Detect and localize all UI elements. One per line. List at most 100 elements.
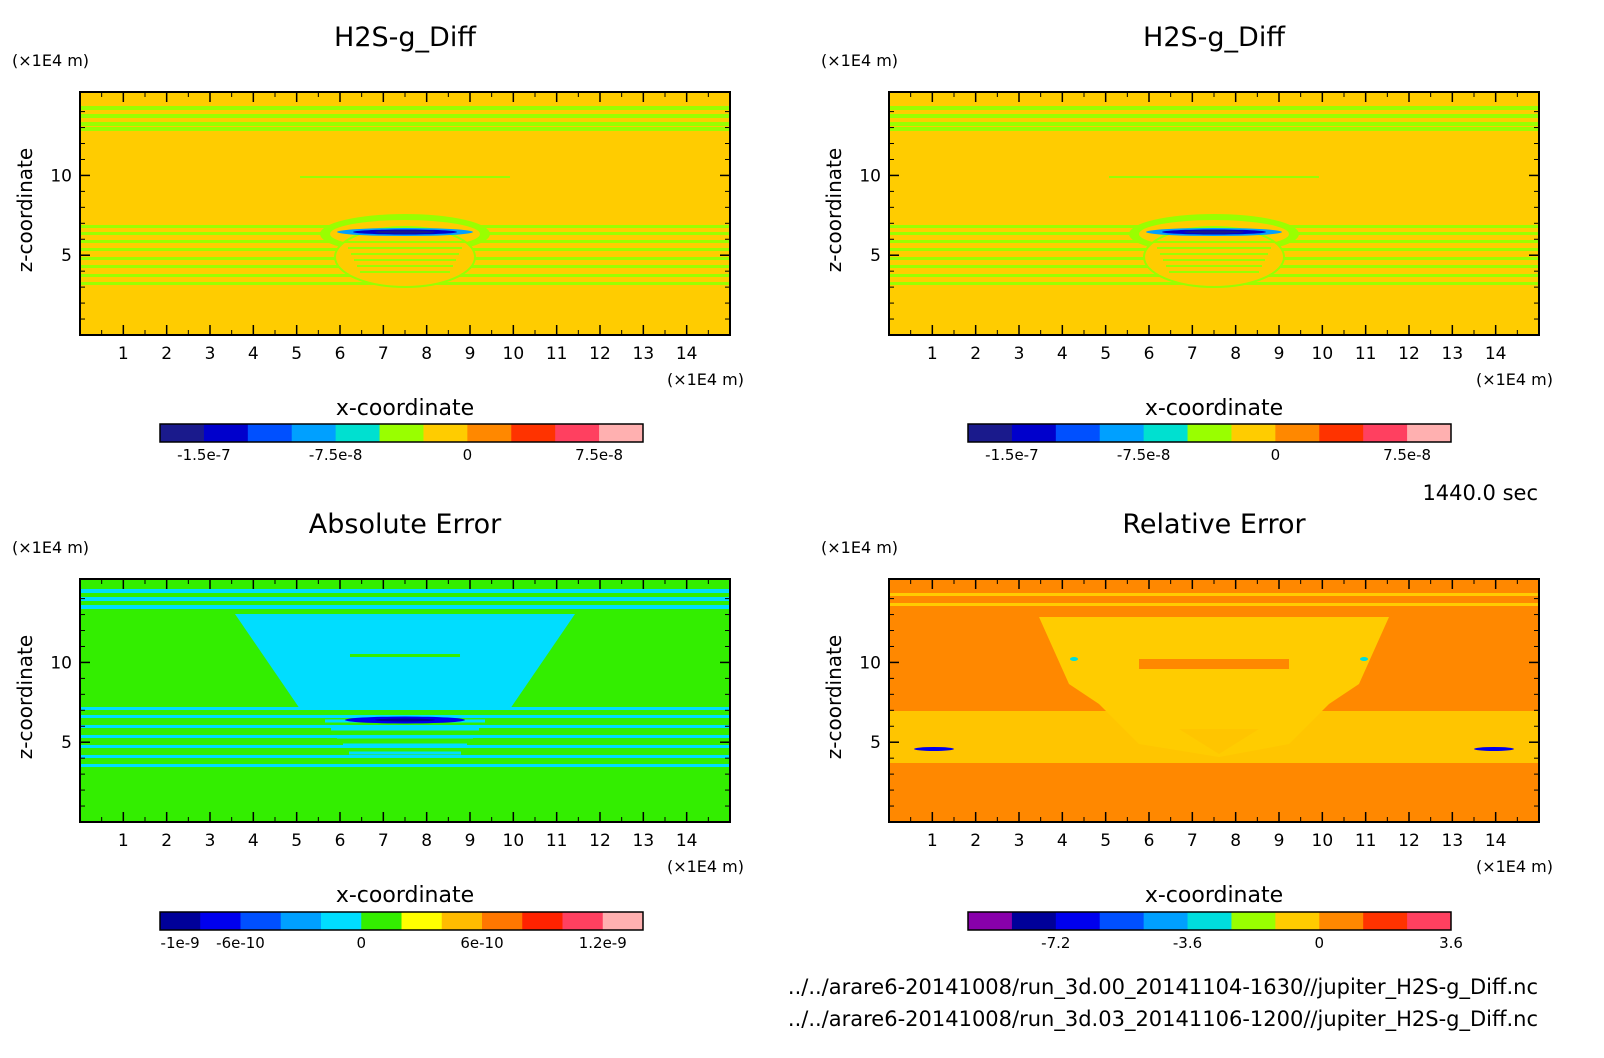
x-tick-label: 6 xyxy=(1144,344,1155,364)
x-tick-label: 14 xyxy=(676,344,698,364)
x-tick-label: 5 xyxy=(291,831,302,851)
x-tick-label: 12 xyxy=(1398,831,1420,851)
x-tick-label: 2 xyxy=(161,831,172,851)
colorbar-segment xyxy=(467,424,512,442)
colorbar-segment xyxy=(423,424,468,442)
colorbar-tick-label: 0 xyxy=(1314,934,1324,952)
x-tick-label: 3 xyxy=(1014,344,1025,364)
colorbar-segment xyxy=(361,912,402,930)
colorbar-frame xyxy=(967,423,1452,443)
time-label: 1440.0 sec xyxy=(1422,481,1538,505)
x-unit-label: (×1E4 m) xyxy=(1476,370,1553,389)
x-tick-label: 7 xyxy=(1187,344,1198,364)
x-tick-label: 2 xyxy=(970,344,981,364)
x-tick-label: 9 xyxy=(465,831,476,851)
colorbar-segment xyxy=(482,912,523,930)
x-tick-label: 11 xyxy=(546,831,568,851)
colorbar-tick-label: -7.2 xyxy=(1041,934,1070,952)
colorbar-tick-label: -1e-9 xyxy=(161,934,200,952)
colorbar: -7.2 -3.6 0 3.6 xyxy=(967,911,1463,952)
x-tick-label: 1 xyxy=(118,831,129,851)
plot-frame xyxy=(888,578,1540,823)
colorbar-segment xyxy=(1363,424,1408,442)
colorbar-tick-label: 6e-10 xyxy=(460,934,503,952)
x-tick-label: 14 xyxy=(1485,344,1507,364)
colorbar-segment xyxy=(1363,912,1408,930)
y-unit-label: (×1E4 m) xyxy=(12,538,89,557)
field-background xyxy=(889,92,1539,335)
x-tick-label: 12 xyxy=(1398,344,1420,364)
y-axis-label: z-coordinate xyxy=(13,635,37,759)
y-axis-label: z-coordinate xyxy=(822,635,846,759)
colorbar-segment xyxy=(441,912,483,930)
y-axis-label: z-coordinate xyxy=(13,148,37,272)
chart-title: Absolute Error xyxy=(309,509,502,540)
x-axis-label: x-coordinate xyxy=(1145,396,1283,421)
colorbar-segment xyxy=(522,912,563,930)
y-tick-label: 10 xyxy=(859,653,881,673)
colorbar-segment xyxy=(240,912,282,930)
colorbar-segment xyxy=(1187,912,1232,930)
colorbar-frame xyxy=(967,911,1452,931)
heatmap-field xyxy=(80,579,730,822)
colorbar-segment xyxy=(1011,424,1057,442)
colorbar-segment xyxy=(1275,912,1320,930)
x-tick-label: 8 xyxy=(421,344,432,364)
x-tick-label: 14 xyxy=(1485,831,1507,851)
y-tick-label: 5 xyxy=(870,733,881,753)
y-unit-label: (×1E4 m) xyxy=(821,538,898,557)
colorbar-segment xyxy=(1231,424,1276,442)
colorbar-tick-label: 3.6 xyxy=(1439,934,1463,952)
colorbar-segment xyxy=(203,424,249,442)
heatmap-field xyxy=(889,92,1539,335)
chart-title: H2S-g_Diff xyxy=(334,22,477,53)
x-tick-label: 13 xyxy=(1442,831,1464,851)
x-axis-label: x-coordinate xyxy=(336,396,474,421)
y-axis-label: z-coordinate xyxy=(822,148,846,272)
x-tick-label: 1 xyxy=(118,344,129,364)
y-tick-label: 10 xyxy=(50,653,72,673)
plot-frame xyxy=(79,578,731,823)
x-tick-label: 3 xyxy=(205,831,216,851)
colorbar: -1.5e-7 -7.5e-8 0 7.5e-8 xyxy=(967,423,1452,464)
colorbar-segment xyxy=(1011,912,1057,930)
colorbar-tick-label: 7.5e-8 xyxy=(575,446,623,464)
colorbar-frame xyxy=(159,423,644,443)
colorbar-segment xyxy=(599,424,644,442)
y-unit-label: (×1E4 m) xyxy=(12,51,89,70)
colorbar-segment xyxy=(1319,912,1364,930)
colorbar-segment xyxy=(160,912,201,930)
colorbar-segment xyxy=(602,912,644,930)
y-unit-label: (×1E4 m) xyxy=(821,51,898,70)
x-axis-label: x-coordinate xyxy=(1145,883,1283,908)
x-tick-label: 4 xyxy=(248,344,259,364)
x-tick-label: 10 xyxy=(503,344,525,364)
colorbar-segment xyxy=(555,424,600,442)
x-tick-label: 8 xyxy=(1230,831,1241,851)
x-tick-label: 8 xyxy=(1230,344,1241,364)
colorbar-segment xyxy=(1055,912,1101,930)
colorbar-segment xyxy=(280,912,322,930)
colorbar-tick-label: 7.5e-8 xyxy=(1383,446,1431,464)
x-axis-label: x-coordinate xyxy=(336,883,474,908)
x-tick-label: 3 xyxy=(205,344,216,364)
colorbar-segment xyxy=(1143,424,1189,442)
x-unit-label: (×1E4 m) xyxy=(667,857,744,876)
x-tick-label: 7 xyxy=(1187,831,1198,851)
x-tick-label: 7 xyxy=(378,344,389,364)
x-tick-label: 9 xyxy=(1274,344,1285,364)
x-tick-label: 10 xyxy=(503,831,525,851)
colorbar-tick-label: -1.5e-7 xyxy=(177,446,230,464)
x-tick-label: 10 xyxy=(1312,831,1334,851)
colorbar-tick-label: -3.6 xyxy=(1173,934,1202,952)
x-tick-label: 10 xyxy=(1312,344,1334,364)
colorbar-segment xyxy=(200,912,241,930)
colorbar-segment xyxy=(1099,424,1145,442)
x-tick-label: 14 xyxy=(676,831,698,851)
y-tick-label: 10 xyxy=(50,166,72,186)
chart-title: H2S-g_Diff xyxy=(1143,22,1286,53)
file-path-label: ../../arare6-20141008/run_3d.03_20141106… xyxy=(788,1007,1538,1032)
colorbar-segment xyxy=(1187,424,1232,442)
x-unit-label: (×1E4 m) xyxy=(667,370,744,389)
colorbar-segment xyxy=(1099,912,1145,930)
